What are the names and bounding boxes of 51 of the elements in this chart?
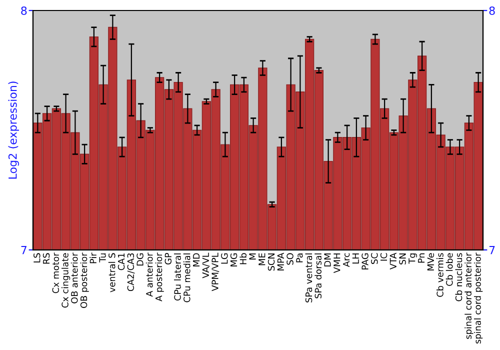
x-tick-label: VTA xyxy=(390,252,396,270)
x-tick-label: MPA xyxy=(277,252,284,270)
x-tick-label: DM xyxy=(324,254,331,266)
x-tick-label: spinal cord anterior xyxy=(464,252,474,339)
x-tick-label: Cb nucleus xyxy=(455,253,462,302)
x-tick-label: VPM/VPL xyxy=(212,252,220,292)
x-tick-label: SN xyxy=(399,254,406,264)
x-tick-label: A anterior xyxy=(146,252,153,297)
x-tick-label: Pa xyxy=(296,253,303,262)
x-tick-label: VMH xyxy=(334,254,340,274)
x-tick-label: MVe xyxy=(427,253,434,270)
x-tick-label: CPu medial xyxy=(183,254,190,302)
x-tick-label: Hb xyxy=(240,253,247,264)
x-tick-label: VA/VL xyxy=(202,252,210,278)
x-tick-label: CA1 xyxy=(118,254,125,270)
x-tick-label: LH xyxy=(352,254,359,264)
y2-tick-label: 8 xyxy=(489,6,495,15)
x-tick-label: MD xyxy=(193,253,200,266)
x-tick-label: SPa dorsal xyxy=(314,254,322,298)
x-tick-label: spinal cord posterior xyxy=(474,252,483,344)
x-tick-label: ventral S xyxy=(108,253,116,292)
x-tick-label: IC xyxy=(380,253,388,261)
x-tick-label: ME xyxy=(258,253,266,266)
x-tick-label: OB anterior xyxy=(70,252,78,304)
x-tick-label: Cb lobe xyxy=(446,253,453,286)
y-axis-title: Log2 (expression) xyxy=(8,82,19,179)
x-tick-label: OB posterior xyxy=(80,252,89,308)
x-tick-label: Tu xyxy=(99,253,106,262)
y2-tick-label: 7 xyxy=(489,246,495,254)
x-tick-label: SCN xyxy=(268,254,275,271)
x-tick-label: CA2/CA3 xyxy=(127,253,135,292)
x-tick-label: Cx cingulate xyxy=(62,253,70,308)
x-tick-label: SC xyxy=(371,253,378,264)
x-tick-label: CPu lateral xyxy=(174,254,181,300)
x-tick-label: LS xyxy=(34,253,40,262)
x-tick-label: Arc xyxy=(343,253,350,268)
x-tick-label: Cx motor xyxy=(52,252,60,294)
x-tick-label: PAG xyxy=(362,253,368,270)
x-tick-label: Pn xyxy=(418,253,425,263)
x-tick-label: A posterior xyxy=(155,252,164,302)
x-tick-label: M xyxy=(249,254,256,260)
x-tick-label: GP xyxy=(164,252,172,264)
x-tick-label: Pir xyxy=(90,252,96,264)
x-tick-label: MG xyxy=(230,253,238,266)
x-tick-label: SO xyxy=(286,253,294,265)
x-tick-label: LG xyxy=(221,253,228,264)
x-tick-label: SPa ventral xyxy=(305,254,312,302)
x-tick-label: Cb vermis xyxy=(436,253,444,297)
x-tick-label: RS xyxy=(42,253,50,264)
x-tick-label: DG xyxy=(136,253,144,266)
x-tick-label: Tg xyxy=(408,253,417,264)
